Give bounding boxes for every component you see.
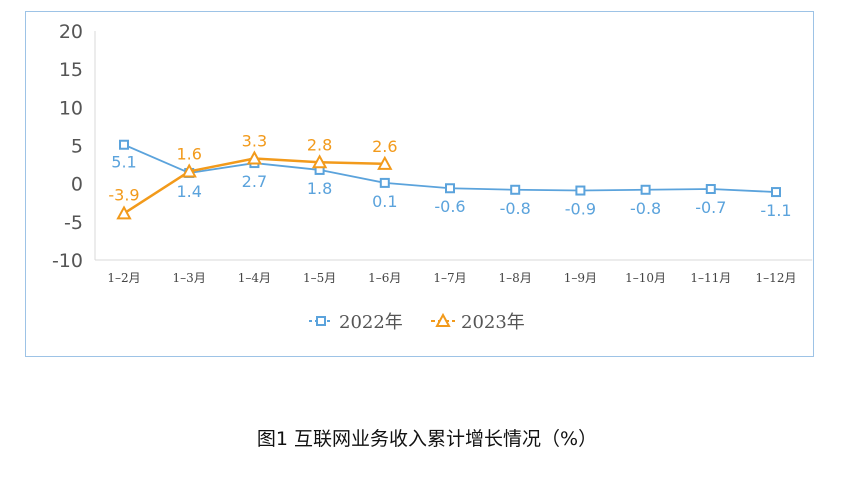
data-point — [510, 184, 521, 195]
data-point — [311, 154, 328, 169]
data-label: 1.6 — [176, 144, 201, 163]
x-tick-label: 1–7月 — [433, 271, 466, 285]
x-tick-label: 1–2月 — [107, 271, 140, 285]
data-label: -0.8 — [500, 199, 531, 218]
x-tick-label: 1–9月 — [564, 271, 597, 285]
x-tick-label: 1–11月 — [690, 271, 731, 285]
x-tick-label: 1–4月 — [238, 271, 271, 285]
x-tick-label: 1–5月 — [303, 271, 336, 285]
data-label: -1.1 — [760, 201, 791, 220]
legend-marker — [435, 312, 451, 327]
chart-frame: -10 -5 0 5 10 15 20 1–2月 1–3月 1–4月 1–5月 1–6月 1–7月 1–8… — [25, 11, 814, 357]
y-tick-label: 5 — [71, 136, 83, 158]
data-label: 5.1 — [111, 153, 136, 172]
data-point — [640, 184, 651, 195]
y-tick-label: 20 — [59, 21, 83, 43]
data-label: -0.6 — [434, 197, 465, 216]
data-point — [377, 155, 393, 170]
x-tick-label: 1–8月 — [499, 271, 532, 285]
data-label: 1.4 — [176, 182, 201, 201]
y-tick-label: 10 — [59, 97, 83, 119]
x-tick-label: 1–6月 — [368, 271, 401, 285]
data-label: 2.8 — [307, 135, 332, 154]
legend-label: 2023年 — [461, 312, 525, 333]
y-tick-label: -10 — [52, 250, 83, 272]
x-tick-label: 1–12月 — [756, 271, 797, 285]
data-label: 0.1 — [372, 192, 397, 211]
data-point — [379, 177, 390, 188]
data-label: 2.6 — [372, 137, 397, 156]
legend-label: 2022年 — [339, 312, 403, 333]
data-label: 3.3 — [242, 131, 267, 150]
data-label: -0.8 — [630, 199, 661, 218]
data-point — [116, 205, 132, 220]
x-tick-label: 1–10月 — [625, 271, 666, 285]
y-tick-label: -5 — [64, 212, 83, 234]
data-label: -3.9 — [108, 185, 139, 204]
data-label: -0.7 — [695, 198, 726, 217]
data-point — [246, 150, 263, 165]
data-label: -0.9 — [565, 200, 596, 219]
figure-caption: 图1 互联网业务收入累计增长情况（%） — [256, 428, 598, 450]
data-point — [119, 139, 129, 150]
x-tick-label: 1–3月 — [173, 271, 206, 285]
data-point — [771, 187, 781, 198]
y-tick-label: 0 — [71, 174, 83, 196]
y-tick-label: 15 — [59, 59, 83, 81]
data-point — [445, 183, 455, 194]
data-point — [705, 184, 716, 195]
line-chart: -10 -5 0 5 10 15 20 1–2月 1–3月 1–4月 1–5月 1–6月 1–7月 1–8… — [52, 21, 813, 333]
data-label: 2.7 — [242, 172, 267, 191]
legend-marker — [316, 316, 326, 326]
data-point — [181, 163, 197, 178]
data-point — [575, 185, 586, 196]
data-label: 1.8 — [307, 179, 332, 198]
